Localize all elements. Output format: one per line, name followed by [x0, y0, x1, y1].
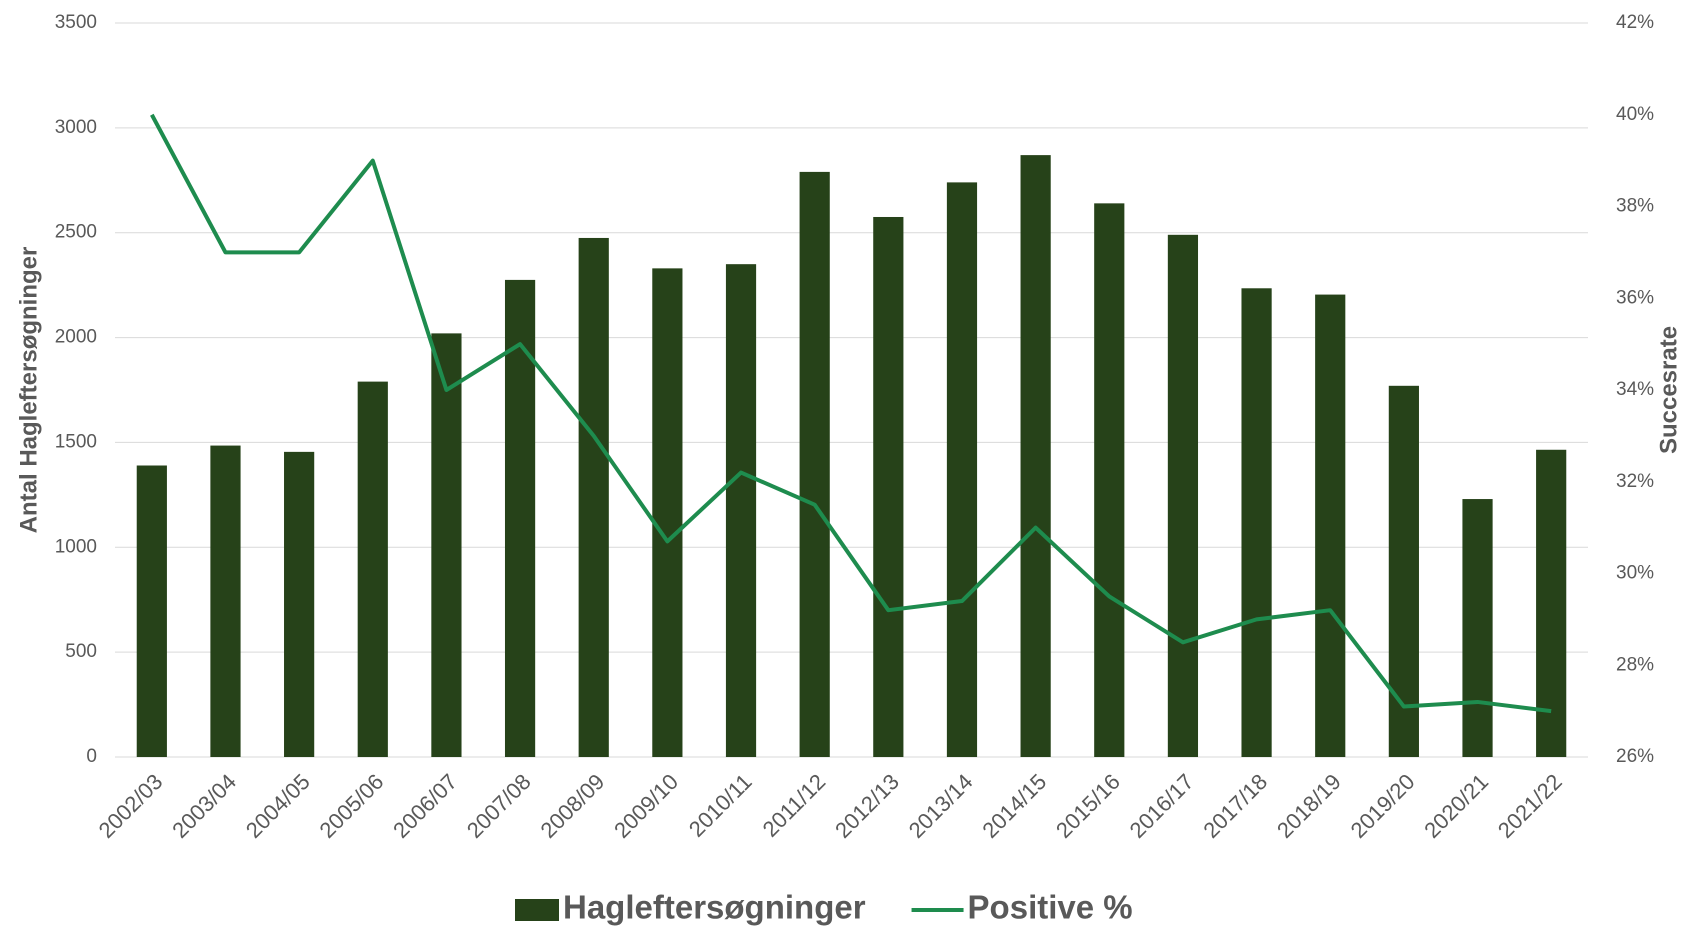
legend-label: Positive % [968, 889, 1133, 926]
bar [431, 333, 462, 757]
bar [652, 268, 683, 757]
bar [1241, 288, 1272, 757]
y-tick-label: 2000 [55, 327, 97, 348]
x-tick-label: 2021/22 [1493, 769, 1567, 843]
bar [946, 182, 978, 757]
y-tick-label: 3000 [55, 117, 97, 138]
legend-label: Hagleftersøgninger [563, 889, 866, 926]
bar [1462, 499, 1493, 757]
x-tick-label: 2005/06 [315, 769, 389, 843]
x-tick-label: 2017/18 [1198, 769, 1272, 843]
x-tick-label: 2007/08 [462, 769, 536, 843]
x-tick-label: 2019/20 [1346, 769, 1420, 843]
bar [136, 465, 167, 757]
x-tick-label: 2012/13 [830, 769, 904, 843]
y2-tick-label: 42% [1616, 12, 1654, 33]
x-tick-label: 2004/05 [241, 769, 315, 843]
x-tick-label: 2011/12 [758, 769, 831, 842]
bar [1388, 385, 1419, 757]
y2-tick-label: 34% [1616, 379, 1654, 400]
x-tick-label: 2020/21 [1419, 769, 1493, 843]
x-tick-label: 2008/09 [535, 769, 609, 843]
x-tick-label: 2010/11 [684, 769, 757, 842]
x-tick-label: 2013/14 [904, 769, 978, 843]
x-tick-label: 2018/19 [1272, 769, 1346, 843]
bar [357, 381, 388, 757]
x-tick-label: 2015/16 [1051, 769, 1125, 843]
bar [725, 264, 757, 757]
y-axis-label: Antal Hagleftersøgninger [15, 247, 42, 534]
y-tick-label: 1500 [55, 431, 97, 452]
bar [578, 237, 609, 757]
y-tick-label: 3500 [55, 12, 97, 33]
bar [210, 445, 241, 757]
y-tick-label: 1000 [55, 536, 97, 557]
y2-tick-label: 30% [1616, 563, 1654, 584]
x-tick-label: 2006/07 [388, 769, 462, 843]
legend-swatch [515, 899, 559, 921]
y2-tick-label: 26% [1616, 746, 1654, 767]
y-tick-label: 0 [86, 746, 97, 767]
bar [284, 451, 315, 757]
y2-tick-label: 40% [1616, 104, 1654, 125]
y-tick-label: 2500 [55, 222, 97, 243]
x-tick-label: 2009/10 [609, 769, 683, 843]
bar [1167, 234, 1199, 758]
line [150, 113, 1552, 714]
bar [1020, 155, 1051, 757]
bar [799, 171, 830, 757]
y2-axis-label: Succesrate [1655, 326, 1682, 454]
x-tick-label: 2002/03 [94, 769, 168, 843]
x-tick-label: 2014/15 [977, 769, 1051, 843]
y2-tick-label: 28% [1616, 654, 1654, 675]
y2-tick-label: 32% [1616, 471, 1654, 492]
y-tick-label: 500 [65, 641, 97, 662]
x-tick-label: 2003/04 [167, 769, 241, 843]
x-tick-label: 2016/17 [1125, 769, 1199, 843]
bar [1094, 203, 1125, 758]
bar [1536, 449, 1567, 757]
y2-tick-label: 36% [1616, 287, 1654, 308]
bar [873, 216, 904, 757]
bar [1315, 294, 1346, 757]
y2-tick-label: 38% [1616, 196, 1654, 217]
